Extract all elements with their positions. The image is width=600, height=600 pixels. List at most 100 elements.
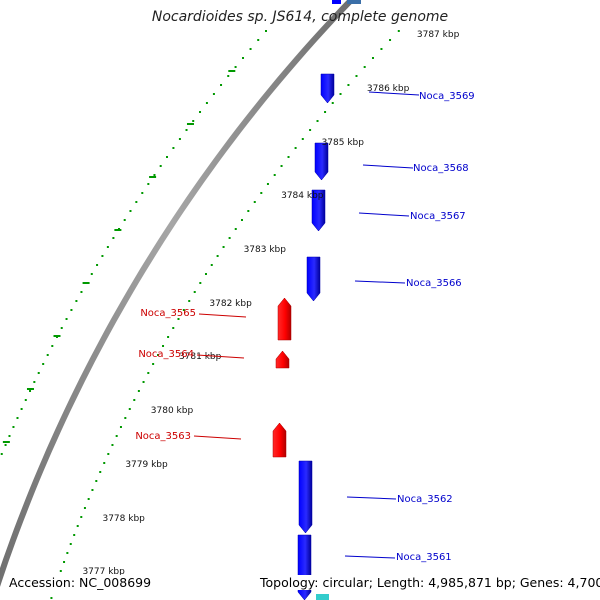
scale-tick-label: 3786 kbp: [367, 84, 410, 94]
gc-dot: [50, 597, 53, 599]
gene-features: [272, 0, 361, 600]
gc-dot: [135, 201, 138, 203]
gc-dot: [147, 183, 150, 185]
gc-dot: [316, 120, 319, 122]
gc-dot: [253, 201, 256, 203]
gc-dot: [37, 372, 40, 374]
gene-arrow-noca-3566[interactable]: [306, 256, 321, 302]
gene-arrow-noca-3565[interactable]: [277, 297, 292, 341]
gc-dot: [133, 399, 136, 401]
gc-dot: [166, 156, 169, 158]
gene-arrow-noca-3569[interactable]: [320, 73, 335, 104]
gc-dot: [242, 57, 245, 59]
gc-dot: [339, 93, 342, 95]
gc-dot: [115, 435, 118, 437]
gc-dot: [29, 390, 32, 392]
genome-backbone-arc: [0, 0, 354, 587]
gene-label[interactable]: Noca_3567: [410, 211, 466, 222]
gc-dot: [33, 381, 36, 383]
gene-label[interactable]: Noca_3563: [135, 431, 191, 442]
gc-dot: [106, 246, 109, 248]
gc-dot: [260, 192, 263, 194]
gene-arrow-partial[interactable]: [332, 0, 341, 4]
gc-dot: [266, 183, 269, 185]
gc-dot: [101, 255, 104, 257]
gc-dot: [247, 210, 250, 212]
gc-dot: [309, 129, 312, 131]
gene-label[interactable]: Noca_3566: [406, 278, 462, 289]
gc-dot: [20, 408, 23, 410]
gc-dot: [273, 174, 276, 176]
accession-text: Accession: NC_008699: [9, 575, 152, 590]
gc-dot: [46, 354, 49, 356]
gene-label-leader: [368, 91, 420, 96]
gene-arrow-noca-3561[interactable]: [297, 534, 312, 600]
gc-dot: [83, 507, 86, 509]
gc-dot: [12, 426, 15, 428]
backbone-line: [0, 0, 354, 587]
gc-dot: [24, 399, 27, 401]
gc-dot: [397, 30, 400, 32]
gene-arrow-noca-3562[interactable]: [298, 460, 313, 534]
gene-labels: Noca_3569 Noca_3568 Noca_3567 Noca_3566 Noca…: [135, 91, 474, 563]
gc-dot: [76, 525, 79, 527]
gc-dot: [80, 291, 83, 293]
gc-dash: [26, 388, 34, 390]
scale-tick-label: 3785 kbp: [322, 138, 365, 148]
gene-label[interactable]: Noca_3561: [396, 552, 452, 563]
gc-dot: [99, 471, 102, 473]
gene-label[interactable]: Noca_3569: [419, 91, 475, 102]
gc-dot: [227, 75, 230, 77]
gene-arrow-noca-3563[interactable]: [272, 422, 287, 458]
gene-label-leader: [344, 555, 396, 559]
gc-dash: [186, 123, 194, 125]
gene-arrow-partial[interactable]: [347, 0, 361, 4]
gene-arrow-partial[interactable]: [316, 594, 329, 600]
gene-label-leader: [198, 313, 247, 318]
gc-dot: [347, 84, 350, 86]
gc-dot: [249, 48, 252, 50]
gene-arrow-noca-3567[interactable]: [311, 189, 326, 232]
gc-dot: [371, 57, 374, 59]
gc-dot: [66, 552, 69, 554]
gc-dot: [152, 363, 155, 365]
scale-ticks: 3787 kbp 3786 kbp 3785 kbp 3784 kbp 3783 kbp…: [82, 30, 459, 577]
gc-dot: [70, 309, 73, 311]
gc-dot: [363, 66, 366, 68]
scale-tick-label: 3780 kbp: [151, 406, 194, 416]
gc-dot: [51, 345, 54, 347]
gc-dot: [147, 372, 150, 374]
gene-label[interactable]: Noca_3568: [413, 163, 469, 174]
gc-dot: [210, 264, 213, 266]
gc-dot: [216, 255, 219, 257]
gc-dot: [234, 228, 237, 230]
gc-dot: [199, 282, 202, 284]
gc-dot: [193, 291, 196, 293]
gc-dot: [73, 534, 76, 536]
gc-dot: [91, 489, 94, 491]
gc-dash: [53, 335, 61, 337]
gc-dot: [96, 264, 99, 266]
gene-label[interactable]: Noca_3562: [397, 494, 453, 505]
gc-dot: [234, 66, 237, 68]
gc-dash: [82, 282, 90, 284]
gc-dot: [257, 39, 260, 41]
gc-dot: [16, 417, 19, 419]
gc-dot: [159, 165, 162, 167]
gene-arrow-noca-3568[interactable]: [314, 142, 329, 181]
gc-dash: [149, 176, 157, 178]
gc-dot: [60, 327, 63, 329]
gc-dot: [129, 210, 132, 212]
gc-dot: [331, 102, 334, 104]
gene-label-leader: [193, 435, 242, 440]
gc-dot: [95, 480, 98, 482]
gene-label[interactable]: Noca_3564: [138, 349, 194, 360]
gene-arrow-noca-3564[interactable]: [275, 350, 290, 369]
gc-dot: [153, 174, 156, 176]
gc-dot: [380, 48, 383, 50]
gene-label[interactable]: Noca_3565: [140, 308, 196, 319]
gc-dot: [185, 129, 188, 131]
gc-dot: [177, 318, 180, 320]
gc-dot: [112, 237, 115, 239]
